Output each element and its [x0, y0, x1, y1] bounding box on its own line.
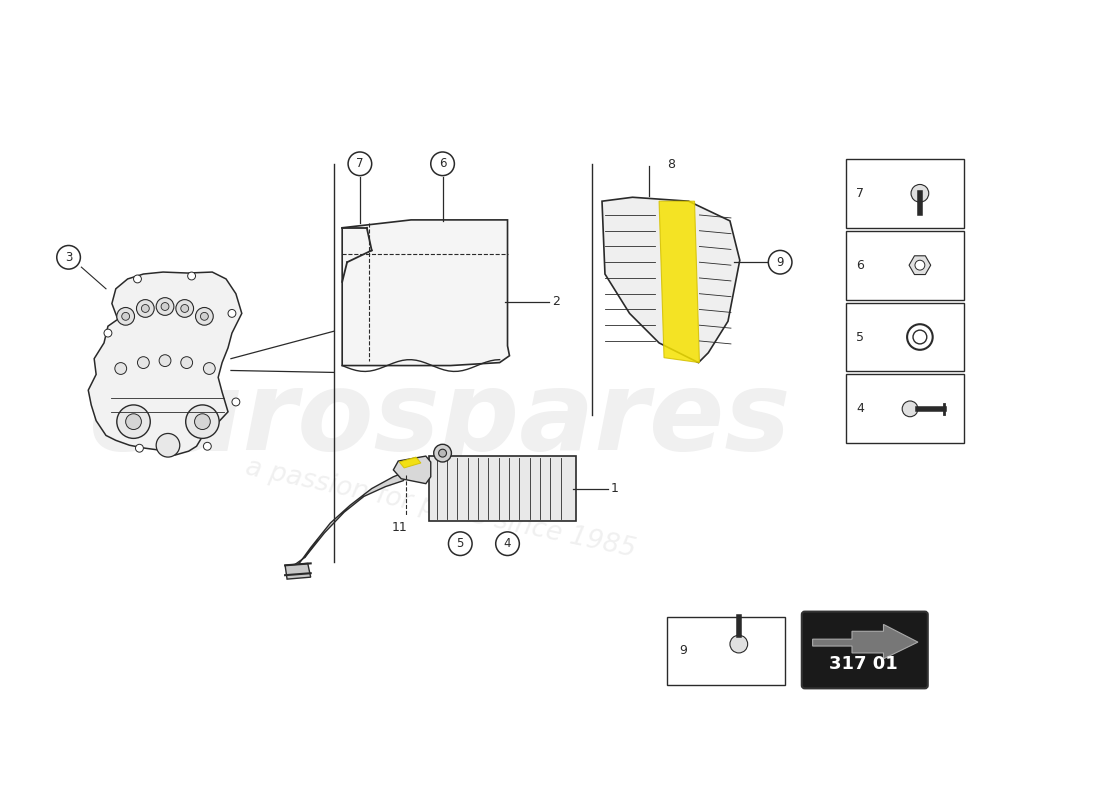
Circle shape [138, 357, 150, 369]
Circle shape [180, 357, 192, 369]
Text: 7: 7 [856, 187, 864, 200]
Polygon shape [292, 469, 412, 570]
Text: 5: 5 [856, 330, 864, 343]
Text: 6: 6 [856, 258, 864, 272]
Circle shape [117, 405, 151, 438]
FancyBboxPatch shape [667, 617, 785, 686]
Circle shape [156, 298, 174, 315]
FancyBboxPatch shape [846, 230, 965, 300]
Circle shape [449, 532, 472, 555]
Circle shape [135, 444, 143, 452]
Text: 317 01: 317 01 [829, 654, 899, 673]
Circle shape [186, 405, 219, 438]
Circle shape [768, 250, 792, 274]
Circle shape [913, 330, 927, 344]
Circle shape [125, 414, 142, 430]
Circle shape [176, 300, 194, 318]
Polygon shape [659, 201, 700, 362]
Text: 5: 5 [456, 537, 464, 550]
Circle shape [161, 302, 169, 310]
Polygon shape [909, 256, 931, 274]
Polygon shape [602, 198, 740, 362]
Text: 1: 1 [610, 482, 618, 495]
Circle shape [117, 307, 134, 326]
Circle shape [232, 398, 240, 406]
Text: 4: 4 [504, 537, 512, 550]
Circle shape [104, 329, 112, 337]
FancyBboxPatch shape [846, 159, 965, 228]
Text: 2: 2 [552, 295, 560, 308]
Polygon shape [342, 220, 509, 366]
Circle shape [902, 401, 917, 417]
Circle shape [200, 313, 208, 320]
Text: 7: 7 [356, 158, 364, 170]
FancyBboxPatch shape [846, 374, 965, 443]
FancyBboxPatch shape [802, 611, 927, 688]
Circle shape [431, 152, 454, 176]
Circle shape [195, 414, 210, 430]
Circle shape [188, 272, 196, 280]
Circle shape [204, 442, 211, 450]
Circle shape [228, 310, 235, 318]
Circle shape [196, 307, 213, 326]
Circle shape [114, 362, 126, 374]
Circle shape [911, 185, 928, 202]
Circle shape [204, 362, 216, 374]
Text: 6: 6 [439, 158, 447, 170]
Text: 11: 11 [392, 521, 407, 534]
Text: 4: 4 [856, 402, 864, 415]
Circle shape [180, 305, 188, 313]
Circle shape [160, 354, 170, 366]
Circle shape [730, 635, 748, 653]
Circle shape [136, 300, 154, 318]
Circle shape [142, 305, 150, 313]
Polygon shape [399, 457, 421, 468]
Text: a passion for parts since 1985: a passion for parts since 1985 [243, 454, 638, 562]
Circle shape [122, 313, 130, 320]
Text: 9: 9 [679, 645, 686, 658]
Circle shape [133, 275, 142, 283]
Text: 3: 3 [65, 250, 73, 264]
Circle shape [57, 246, 80, 269]
Circle shape [908, 324, 933, 350]
Circle shape [915, 260, 925, 270]
FancyBboxPatch shape [846, 302, 965, 371]
Text: 10: 10 [290, 567, 306, 580]
Circle shape [348, 152, 372, 176]
Circle shape [496, 532, 519, 555]
Polygon shape [285, 563, 310, 579]
Circle shape [439, 450, 447, 457]
Text: eurospares: eurospares [89, 366, 792, 473]
Polygon shape [813, 624, 917, 659]
Text: 8: 8 [667, 158, 675, 171]
Circle shape [433, 444, 451, 462]
Polygon shape [429, 456, 576, 521]
Polygon shape [88, 272, 242, 455]
Polygon shape [394, 456, 431, 484]
Text: 9: 9 [777, 256, 784, 269]
Circle shape [156, 434, 179, 457]
